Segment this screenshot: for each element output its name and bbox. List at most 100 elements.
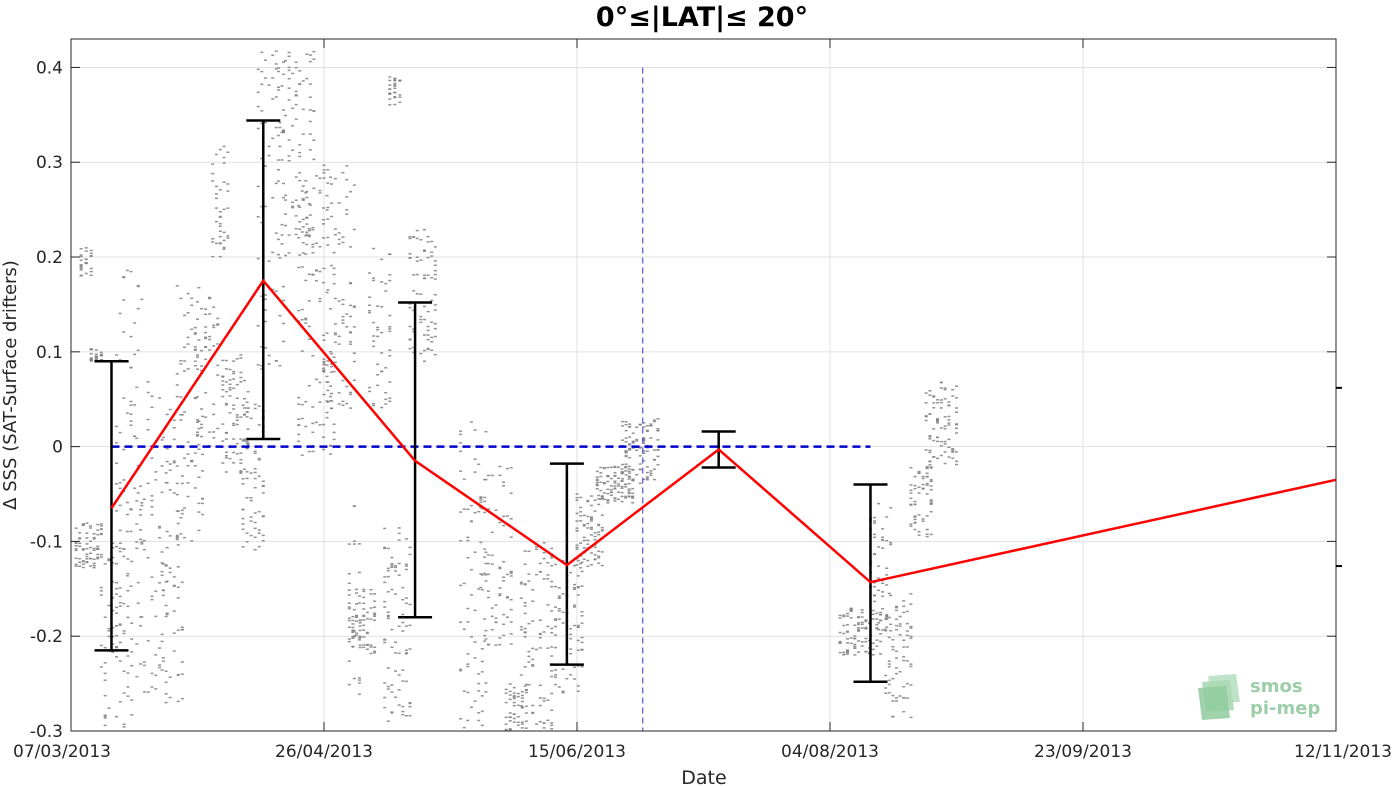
scatter-point: [871, 642, 875, 644]
scatter-point: [135, 386, 139, 389]
scatter-point: [186, 482, 190, 484]
scatter-point: [885, 539, 889, 542]
scatter-point: [860, 616, 864, 618]
scatter-point: [239, 371, 243, 374]
scatter-point: [873, 516, 877, 519]
scatter-point: [330, 400, 334, 402]
scatter-point: [508, 690, 512, 693]
scatter-point: [589, 517, 593, 519]
scatter-point: [341, 298, 345, 301]
scatter-point: [158, 525, 162, 528]
scatter-point: [853, 654, 857, 656]
scatter-point: [94, 357, 98, 359]
scatter-point: [638, 463, 642, 465]
scatter-point: [111, 651, 115, 653]
scatter-point: [462, 478, 466, 481]
scatter-point: [624, 420, 628, 423]
scatter-point: [301, 226, 305, 228]
scatter-point: [103, 672, 107, 675]
scatter-point: [216, 374, 220, 376]
scatter-point: [216, 364, 220, 367]
scatter-point: [118, 587, 122, 589]
scatter-point: [913, 500, 917, 503]
scatter-point: [473, 641, 477, 643]
scatter-point: [78, 537, 82, 539]
scatter-point: [337, 343, 341, 345]
scatter-point: [572, 588, 576, 591]
scatter-point: [89, 527, 93, 529]
scatter-point: [107, 627, 111, 630]
logo-text-smos: smos: [1250, 676, 1303, 697]
scatter-point: [133, 404, 137, 406]
scatter-point: [887, 592, 891, 595]
scatter-point: [242, 438, 246, 441]
scatter-point: [129, 404, 133, 406]
scatter-point: [239, 472, 243, 474]
scatter-point: [182, 536, 186, 539]
scatter-point: [516, 695, 520, 698]
scatter-point: [433, 293, 437, 296]
scatter-point: [245, 532, 249, 534]
scatter-point: [947, 446, 951, 449]
scatter-point: [142, 691, 146, 693]
scatter-point: [383, 639, 387, 641]
scatter-point: [118, 487, 122, 490]
scatter-point: [246, 443, 250, 446]
scatter-point: [386, 591, 390, 593]
scatter-point: [593, 532, 597, 534]
scatter-point: [642, 460, 646, 462]
scatter-point: [352, 379, 356, 382]
scatter-point: [645, 425, 649, 427]
scatter-point: [609, 488, 613, 491]
scatter-point: [330, 215, 334, 218]
scatter-point: [480, 671, 484, 673]
scatter-point: [79, 269, 83, 271]
scatter-point: [599, 498, 603, 500]
scatter-point: [261, 534, 265, 537]
scatter-point: [628, 472, 632, 474]
scatter-point: [347, 683, 351, 686]
scatter-point: [498, 594, 502, 597]
scatter-point: [345, 165, 349, 167]
x-tick-labels: 07/03/2013 26/04/2013 15/06/2013 04/08/2013…: [13, 742, 1392, 762]
scatter-point: [849, 642, 853, 645]
scatter-point: [226, 190, 230, 192]
scatter-point: [276, 253, 280, 256]
scatter-point: [943, 451, 947, 453]
scatter-point: [99, 553, 103, 556]
scatter-point: [329, 308, 333, 310]
scatter-point: [505, 573, 509, 576]
scatter-point: [602, 481, 606, 484]
scatter-point: [150, 513, 154, 516]
scatter-point: [390, 564, 394, 566]
scatter-point: [122, 555, 126, 558]
scatter-point: [126, 605, 130, 608]
scatter-point: [150, 506, 154, 508]
scatter-point: [129, 420, 133, 422]
scatter-point: [936, 402, 940, 404]
scatter-point: [877, 577, 881, 580]
scatter-point: [408, 325, 412, 328]
scatter-point: [347, 589, 351, 591]
scatter-point: [263, 309, 267, 311]
scatter-point: [394, 593, 398, 595]
scatter-point: [160, 465, 164, 467]
scatter-point: [473, 551, 477, 553]
scatter-point: [631, 495, 635, 498]
scatter-point: [182, 457, 186, 459]
scatter-point: [864, 637, 868, 640]
scatter-point: [913, 522, 917, 524]
scatter-point: [538, 720, 542, 723]
scatter-point: [89, 348, 93, 351]
scatter-point: [287, 55, 291, 58]
scatter-point: [180, 482, 184, 485]
scatter-point: [267, 354, 271, 357]
scatter-point: [221, 384, 225, 386]
scatter-point: [512, 713, 516, 715]
scatter-point: [337, 232, 341, 234]
scatter-point: [118, 601, 122, 604]
scatter-point: [226, 235, 230, 237]
scatter-point: [550, 580, 554, 583]
scatter-point: [620, 487, 624, 489]
scatter-point: [85, 555, 89, 558]
